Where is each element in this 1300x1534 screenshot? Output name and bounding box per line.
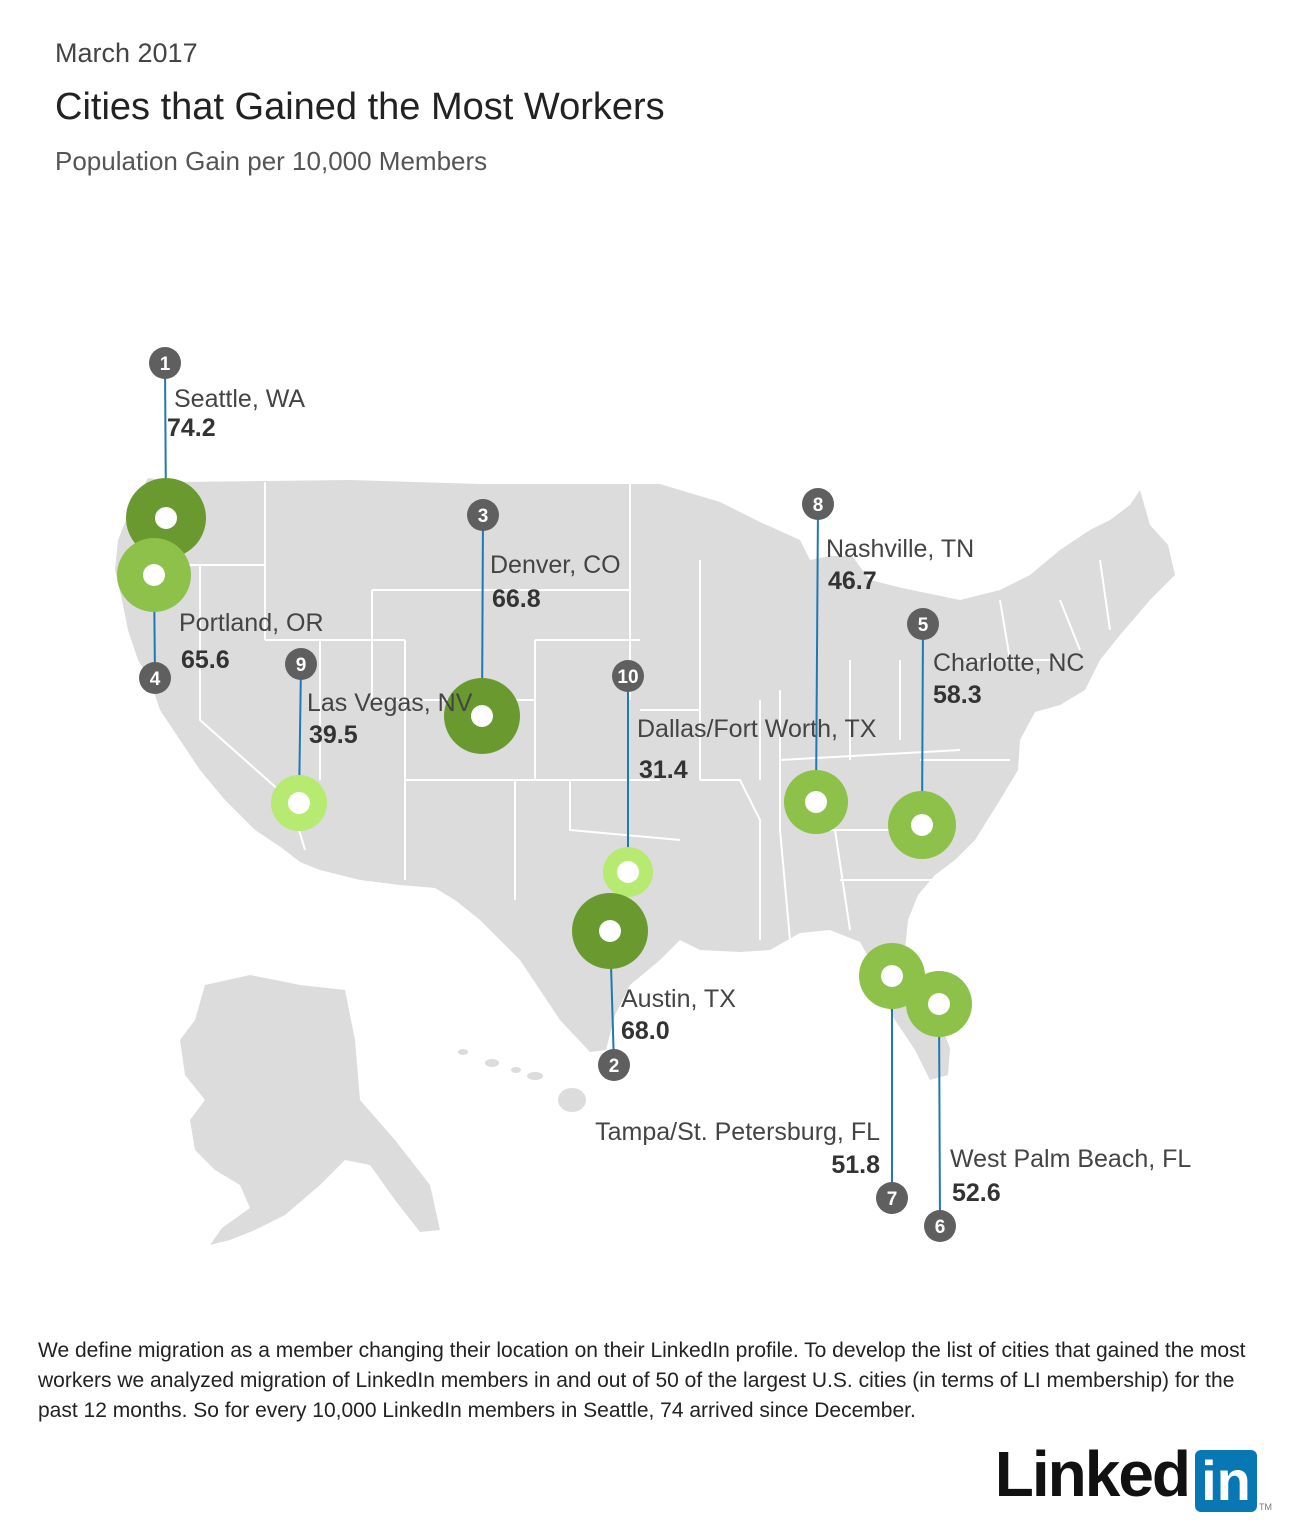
city-value: 65.6	[181, 646, 230, 674]
leader-line	[815, 503, 819, 803]
rank-number: 3	[478, 506, 489, 527]
rank-number: 10	[617, 667, 638, 688]
city-name: Las Vegas, NV	[307, 689, 473, 717]
city-dot	[805, 791, 827, 813]
city-value: 46.7	[828, 567, 877, 595]
rank-number: 1	[160, 354, 171, 375]
city-name: West Palm Beach, FL	[950, 1145, 1191, 1173]
date-label: March 2017	[55, 38, 198, 68]
rank-number: 5	[918, 615, 929, 636]
city-value: 51.8	[831, 1151, 880, 1179]
rank-badge	[598, 1049, 630, 1081]
rank-badge	[924, 1210, 956, 1242]
logo-in-box: in	[1195, 1450, 1257, 1512]
city-name: Tampa/St. Petersburg, FL	[595, 1118, 880, 1146]
rank-badge	[876, 1182, 908, 1214]
rank-number: 8	[813, 495, 824, 516]
city-dot	[471, 705, 493, 727]
leader-line	[938, 1003, 941, 1227]
city-dot	[155, 507, 177, 529]
city-dot	[928, 993, 950, 1015]
rank-number: 4	[150, 669, 161, 690]
rank-badge	[139, 662, 171, 694]
rank-badge	[285, 648, 317, 680]
logo-text: Linked	[994, 1438, 1191, 1510]
city-name: Denver, CO	[490, 551, 621, 579]
city-dot	[881, 965, 903, 987]
city-name: Charlotte, NC	[933, 649, 1084, 677]
alaska-shape	[180, 975, 440, 1245]
city-name: Dallas/Fort Worth, TX	[637, 715, 877, 743]
logo-trademark: TM	[1259, 1502, 1272, 1512]
city-name: Portland, OR	[179, 609, 324, 637]
city-dot	[617, 861, 639, 883]
city-marker-west-palm-beach-fl[interactable]: 6 West Palm Beach, FL 52.6	[906, 971, 1191, 1242]
city-value: 66.8	[492, 585, 541, 613]
rank-badge	[802, 488, 834, 520]
city-value: 68.0	[621, 1017, 670, 1045]
city-dot	[143, 564, 165, 586]
hawaii-shapes	[458, 1049, 586, 1112]
page-title: Cities that Gained the Most Workers	[55, 86, 665, 128]
city-dot	[599, 920, 621, 942]
rank-badge	[612, 660, 644, 692]
city-marker-denver-co[interactable]: 3 Denver, CO 66.8	[444, 499, 621, 754]
city-marker-tampa-st-petersburg-fl[interactable]: 7 Tampa/St. Petersburg, FL 51.8	[595, 943, 925, 1214]
page-subtitle: Population Gain per 10,000 Members	[55, 146, 488, 176]
city-name: Seattle, WA	[174, 385, 305, 413]
rank-number: 7	[887, 1189, 898, 1210]
city-value: 74.2	[167, 414, 216, 442]
rank-number: 6	[935, 1217, 946, 1238]
rank-badge	[467, 499, 499, 531]
rank-badge	[149, 347, 181, 379]
rank-number: 9	[296, 655, 307, 676]
city-value: 39.5	[309, 721, 358, 749]
rank-number: 2	[609, 1056, 620, 1077]
city-value: 31.4	[639, 756, 688, 784]
city-dot	[288, 792, 310, 814]
city-value: 52.6	[952, 1179, 1001, 1207]
city-value: 58.3	[933, 681, 982, 709]
city-name: Nashville, TN	[826, 535, 974, 563]
city-marker-portland-or[interactable]: 4 Portland, OR 65.6	[117, 538, 324, 694]
linkedin-logo: Linked in TM	[995, 1442, 1272, 1512]
footnote: We define migration as a member changing…	[38, 1339, 1246, 1422]
city-dot	[911, 814, 933, 836]
city-marker-austin-tx[interactable]: 2 Austin, TX 68.0	[572, 893, 736, 1081]
city-marker-dallas-fort-worth-tx[interactable]: 10 Dallas/Fort Worth, TX 31.4	[603, 660, 877, 897]
rank-badge	[907, 608, 939, 640]
city-name: Austin, TX	[621, 985, 736, 1013]
